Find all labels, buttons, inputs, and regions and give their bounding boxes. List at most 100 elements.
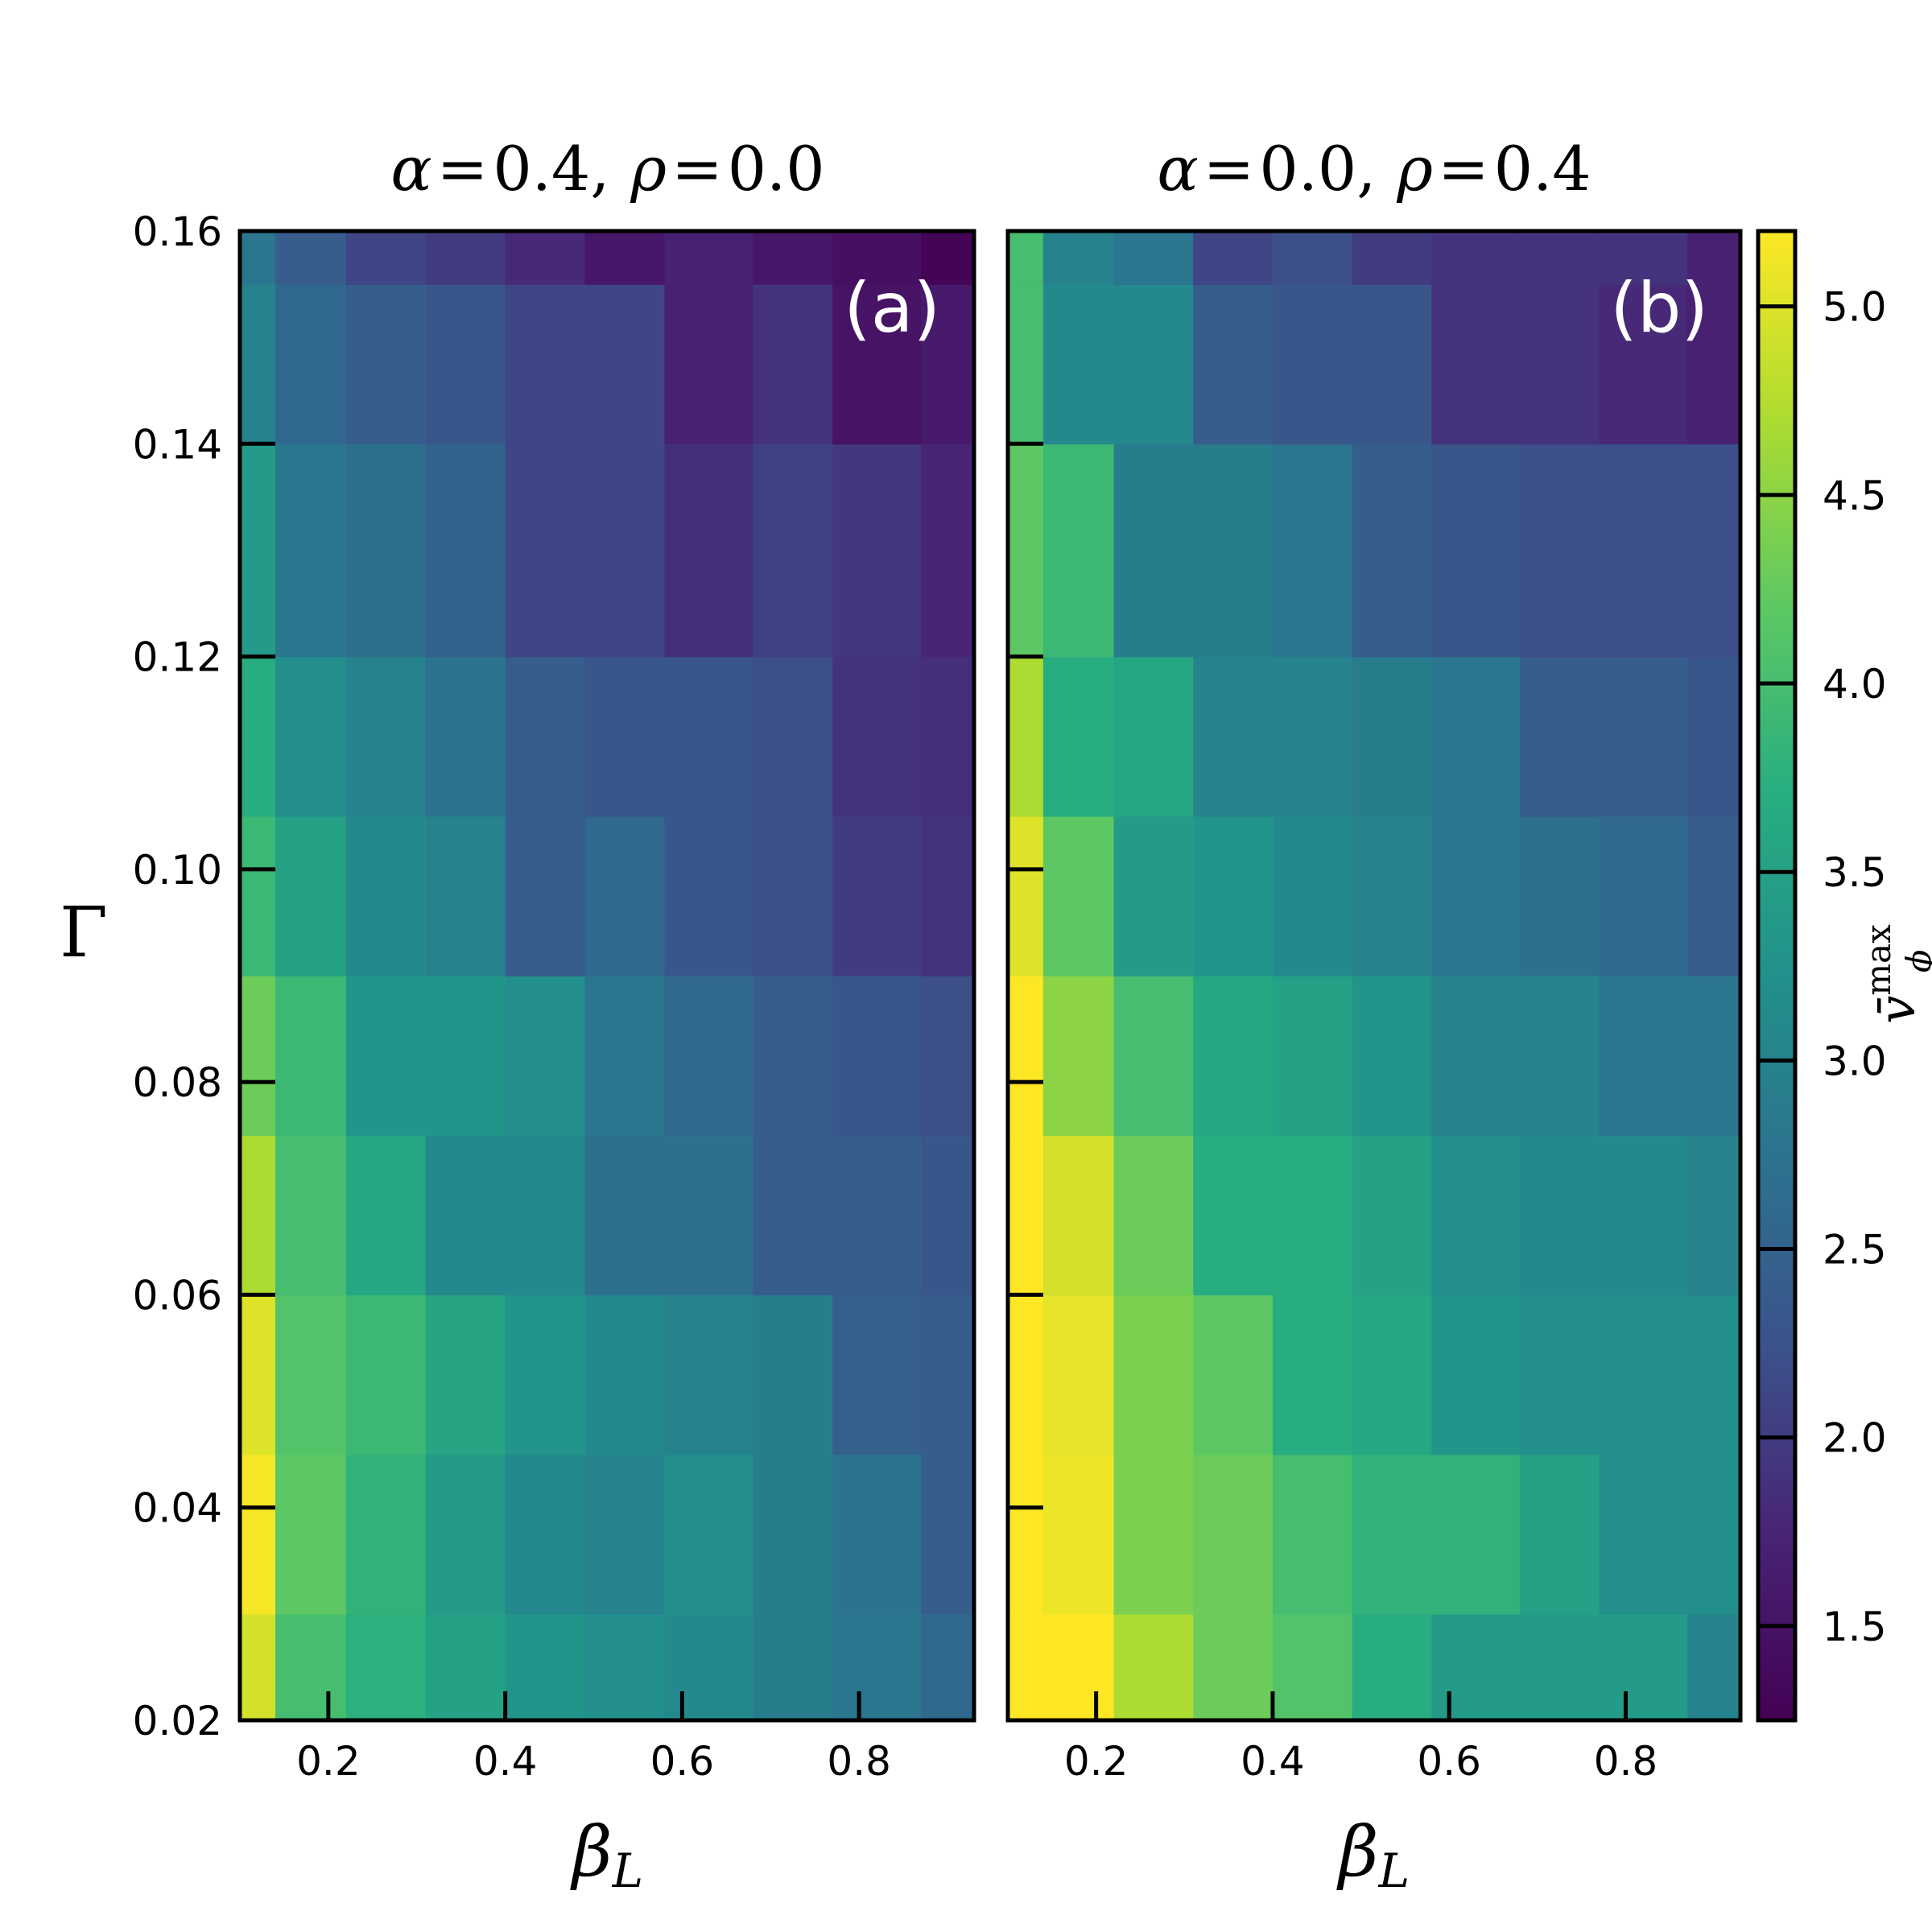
heatmap-cell — [345, 1613, 427, 1721]
heatmap-cell — [345, 976, 427, 1137]
heatmap-cell — [1352, 656, 1433, 817]
heatmap-cell — [1519, 1613, 1600, 1721]
x-tick-label: 0.8 — [827, 1738, 891, 1785]
heatmap-cell — [1008, 1294, 1044, 1455]
heatmap-cell — [1687, 1135, 1741, 1296]
heatmap-cell — [505, 976, 586, 1137]
heatmap-cell — [1113, 976, 1195, 1137]
heatmap-cell — [240, 1613, 276, 1721]
heatmap-cell — [1431, 444, 1521, 658]
panel-frame — [237, 229, 976, 1723]
colorbar: 1.5 2.0 2.5 3.0 3.5 4.0 4.5 5.0 — [1756, 229, 1887, 1723]
heatmap-cell — [584, 1294, 666, 1455]
heatmap-cell — [1113, 1294, 1195, 1455]
heatmap-cell — [1352, 1454, 1433, 1615]
heatmap-cell — [1272, 1454, 1353, 1615]
heatmap-cell — [753, 1135, 833, 1296]
heatmap-cell — [664, 1135, 754, 1296]
heatmap-cell — [1687, 1294, 1741, 1455]
heatmap-cell — [425, 1135, 506, 1296]
heatmap-cell — [345, 1294, 427, 1455]
heatmap-cell — [275, 815, 347, 976]
heatmap-cell — [1519, 444, 1600, 658]
heatmap-cell — [664, 284, 754, 445]
heatmap-cell — [1113, 1135, 1195, 1296]
heatmap-cell — [1193, 444, 1274, 658]
heatmap-cell — [1193, 1613, 1274, 1721]
heatmap-cell — [1519, 1135, 1600, 1296]
heatmap-cell — [345, 231, 427, 285]
heatmap-cell — [584, 231, 666, 285]
heatmap-cell — [1193, 656, 1274, 817]
heatmap-cell — [1519, 815, 1600, 976]
heatmap-cell — [240, 815, 276, 976]
heatmap-cell — [505, 656, 586, 817]
heatmap-cell — [832, 1135, 922, 1296]
heatmap-cell — [425, 1454, 506, 1615]
heatmap-cell — [1352, 231, 1433, 285]
heatmap-cell — [1042, 815, 1115, 976]
heatmap-cell — [1431, 1294, 1521, 1455]
heatmap-cell — [921, 231, 975, 285]
heatmap-cell — [240, 1135, 276, 1296]
heatmap-cell — [1272, 815, 1353, 976]
heatmap-cell — [1008, 1135, 1044, 1296]
heatmap-cell — [1352, 1135, 1433, 1296]
heatmap-cell — [240, 1294, 276, 1455]
heatmap-cell — [1193, 1294, 1274, 1455]
heatmap-cell — [584, 1454, 666, 1615]
panel-frame — [1005, 229, 1743, 1723]
y-tick-label: 0.02 — [133, 1698, 222, 1744]
y-axis-label: Γ — [60, 893, 108, 973]
heatmap-cell — [1599, 284, 1689, 445]
heatmap-cell — [753, 231, 833, 285]
heatmap-cell — [1272, 976, 1353, 1137]
heatmap-cell — [1431, 1613, 1521, 1721]
heatmap-cell — [1599, 656, 1689, 817]
heatmap-cell — [1008, 656, 1044, 817]
heatmap-panel-a: 0.2 0.4 0.6 0.8 0.02 0.04 0.06 0.08 0.10 0.12 0.14… — [133, 208, 976, 1785]
y-tick-label: 0.08 — [133, 1059, 222, 1106]
heatmap-cell — [275, 284, 347, 445]
heatmap-cell — [275, 1135, 347, 1296]
heatmap-cell — [275, 444, 347, 658]
heatmap-cell — [505, 231, 586, 285]
heatmap-cell — [1519, 1294, 1600, 1455]
heatmap-cell — [921, 1613, 975, 1721]
heatmap-cell — [753, 1613, 833, 1721]
heatmap-cell — [1193, 284, 1274, 445]
heatmap-cell — [1008, 815, 1044, 976]
heatmap-cell — [425, 231, 506, 285]
colorbar-tick-label: 2.5 — [1823, 1227, 1887, 1274]
heatmap-cell — [1008, 284, 1044, 445]
y-tick-label: 0.14 — [133, 421, 222, 468]
heatmap-cell — [1272, 1294, 1353, 1455]
heatmap-cell — [753, 976, 833, 1137]
heatmap-cell — [1113, 1613, 1195, 1721]
x-tick-label: 0.6 — [1417, 1738, 1481, 1785]
heatmap-cell — [1599, 231, 1689, 285]
heatmap-cell — [425, 815, 506, 976]
heatmap-cell — [1687, 815, 1741, 976]
heatmap-cell — [1008, 976, 1044, 1137]
heatmap-cell — [345, 1135, 427, 1296]
heatmap-cell — [240, 231, 276, 285]
colorbar-tick-label: 2.0 — [1823, 1415, 1887, 1462]
heatmap-cell — [921, 1454, 975, 1615]
heatmap-cell — [584, 976, 666, 1137]
heatmap-cell — [1352, 284, 1433, 445]
heatmap-cell — [584, 284, 666, 445]
heatmap-cell — [1042, 1454, 1115, 1615]
heatmap-cell — [921, 444, 975, 658]
heatmap-cell — [1519, 976, 1600, 1137]
heatmap-cell — [1113, 1454, 1195, 1615]
heatmap-cell — [345, 656, 427, 817]
heatmap-cell — [1431, 976, 1521, 1137]
heatmap-cell — [1431, 815, 1521, 976]
heatmap-cell — [1113, 284, 1195, 445]
heatmap-cell — [1272, 1135, 1353, 1296]
panel-b-title: α=0.0, ρ=0.4 — [1157, 133, 1591, 204]
heatmap-cell — [1352, 976, 1433, 1137]
heatmap-cell — [1113, 656, 1195, 817]
y-tick-label: 0.12 — [133, 634, 222, 681]
